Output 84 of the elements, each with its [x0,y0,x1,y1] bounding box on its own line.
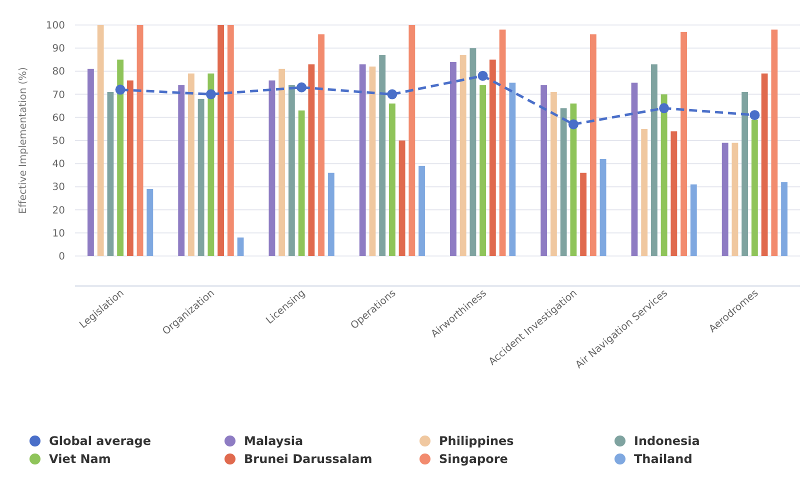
y-tick-label: 20 [52,205,65,216]
bar [570,104,577,256]
legend-label: Indonesia [634,434,700,448]
y-tick-label: 100 [46,20,65,32]
bar [408,25,416,256]
bar [388,104,396,256]
legend-label: Viet Nam [49,452,111,466]
bar [208,74,214,256]
bar [560,108,567,256]
bar [318,34,324,256]
bar [359,64,366,256]
point [568,119,578,130]
bar [742,92,748,256]
point [296,82,307,92]
bar [680,32,687,256]
bar [460,55,466,256]
bar [631,82,638,256]
legend-label: Philippines [439,434,514,448]
point [206,89,216,100]
point [659,103,670,114]
bar [398,140,406,256]
bar [308,64,315,256]
bar [298,110,305,256]
bar [369,66,376,256]
y-tick-label: 30 [52,182,65,194]
bar [198,98,204,256]
y-tick-label: 70 [52,90,65,101]
bar [227,25,234,256]
bar [641,128,648,256]
bar [237,238,244,256]
bar [178,85,185,256]
bar [268,80,276,256]
bar [480,85,486,256]
bar [218,25,224,256]
bar [751,120,758,256]
bar [722,142,728,256]
bar [761,74,768,256]
bar [771,30,778,256]
bar [450,62,456,256]
y-tick-label: 40 [52,159,65,170]
bar [600,158,606,256]
bar [590,34,596,256]
bar [732,142,738,256]
bar [690,184,697,256]
y-tick-label: 50 [52,136,65,147]
bar [650,64,658,256]
point [387,89,398,100]
bar [188,74,194,256]
y-tick-label: 80 [52,66,65,78]
bar [379,55,386,256]
bar [88,68,94,256]
y-tick-label: 0 [58,252,65,262]
y-tick-label: 90 [52,44,65,55]
bar [126,80,134,256]
bar [550,92,557,256]
bar [117,60,124,256]
bar [509,82,516,256]
bar [278,68,286,256]
bar [781,182,788,256]
bar [580,172,587,256]
legend-label: Malaysia [244,434,304,448]
point [750,110,760,120]
bar [107,92,114,256]
bar [660,94,668,256]
y-tick-label: 60 [52,112,65,124]
point [115,84,126,95]
bar [470,48,476,256]
bar [146,189,154,256]
y-axis-title: Effective Implementation (%) [18,67,29,214]
bar [540,85,548,256]
bar [489,60,496,256]
y-tick-label: 10 [52,228,65,240]
legend-label: Global average [49,434,151,448]
bar [499,30,506,256]
point [478,70,488,81]
bar [670,131,678,256]
legend-label: Singapore [439,452,508,466]
legend-label: Brunei Darussalam [244,452,372,466]
bar [136,25,144,256]
bar [328,172,334,256]
bar [97,25,104,256]
legend-label: Thailand [634,452,692,466]
bar [288,85,295,256]
bar [418,166,425,256]
